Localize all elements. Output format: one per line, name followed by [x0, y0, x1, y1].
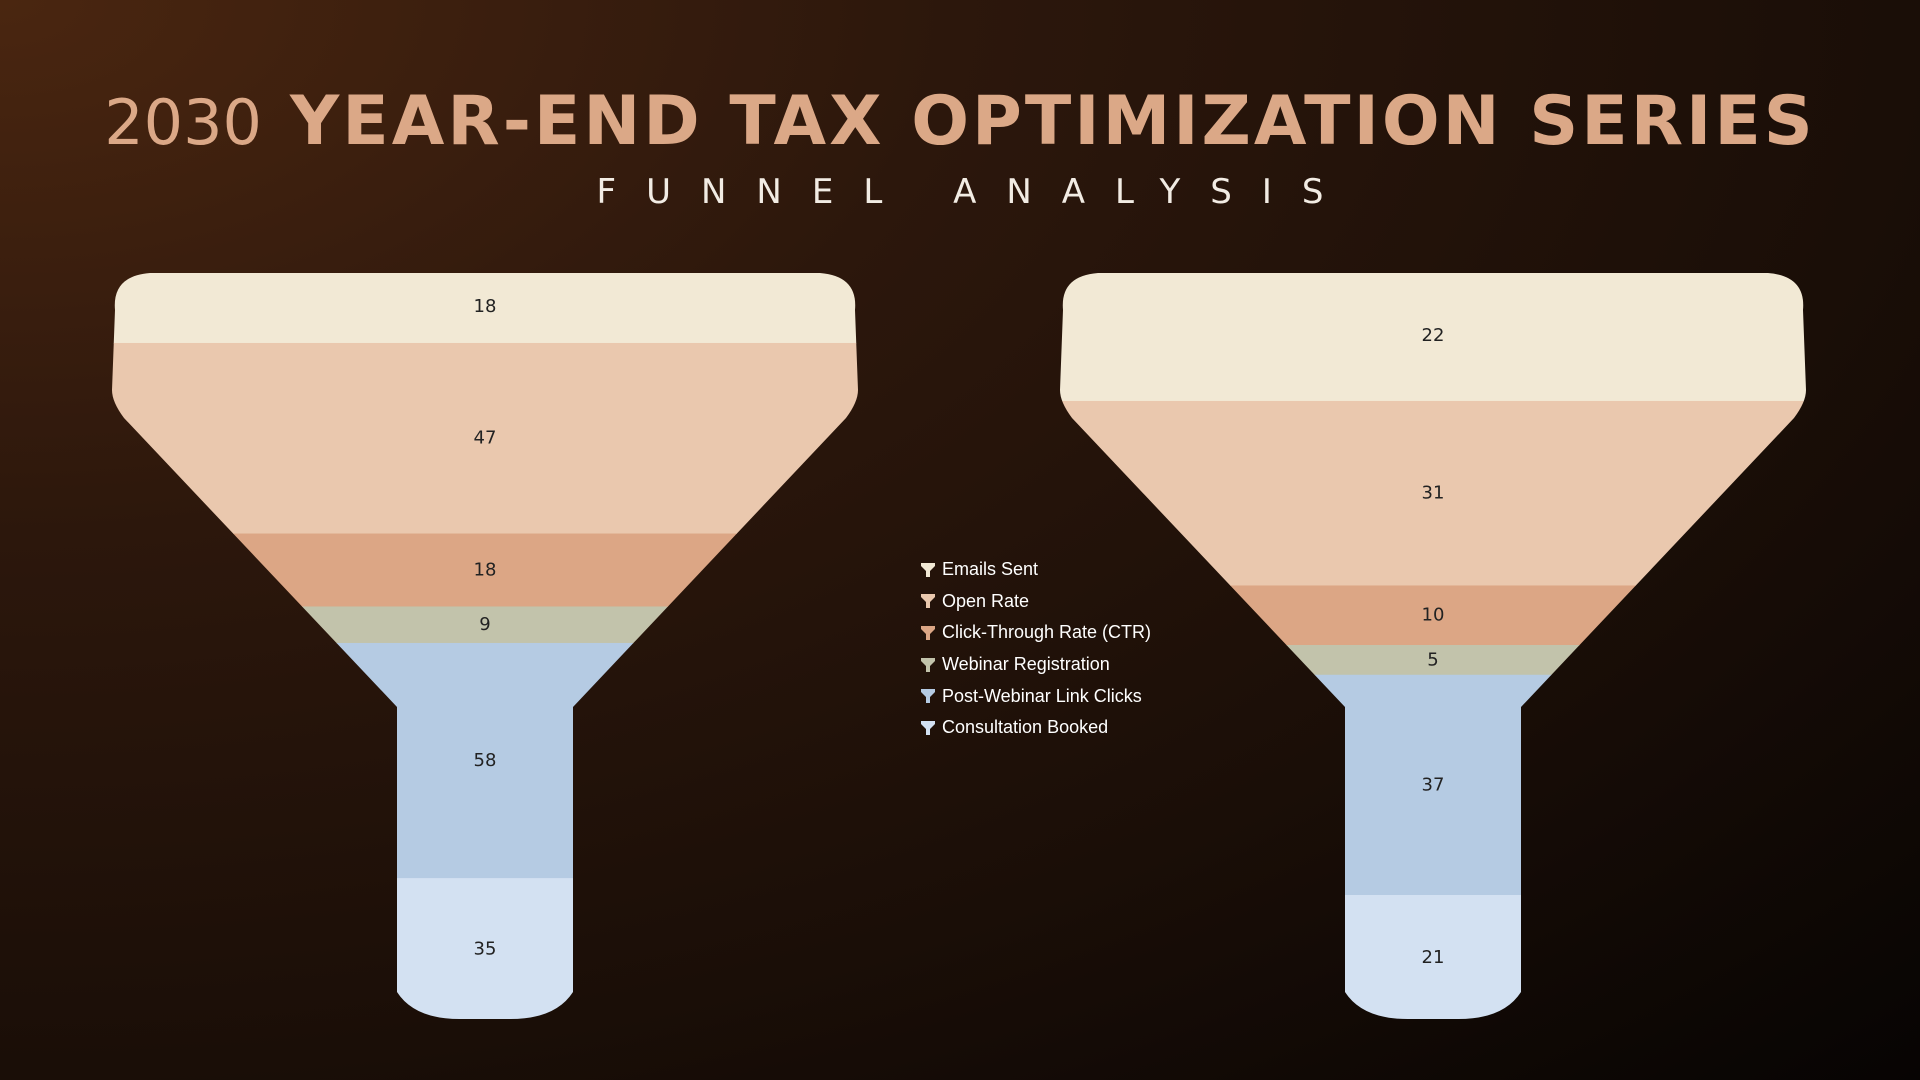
funnel-value-label-6: 21 — [1422, 947, 1445, 968]
funnel-segment-1 — [1060, 273, 1806, 402]
legend-item-2: Open Rate — [920, 586, 1151, 618]
legend-label: Webinar Registration — [942, 654, 1110, 675]
funnel-icon — [921, 594, 935, 609]
legend-label: Post-Webinar Link Clicks — [942, 685, 1142, 706]
legend-item-4: Webinar Registration — [920, 649, 1151, 681]
funnel-value-label-6: 35 — [474, 939, 497, 960]
title-main: YEAR-END TAX OPTIMIZATION SERIES — [290, 82, 1816, 161]
chart-subtitle: FUNNEL ANALYSIS — [596, 172, 1354, 212]
funnel-icon — [921, 689, 935, 704]
funnel-value-label-5: 37 — [1422, 774, 1445, 795]
funnel-value-label-1: 18 — [474, 296, 497, 317]
funnel-value-label-4: 5 — [1427, 649, 1438, 670]
legend-label: Consultation Booked — [942, 717, 1109, 738]
funnel-segment-1 — [112, 273, 858, 344]
funnel-chart-left: 18 47 18 9 58 35 — [112, 273, 858, 1020]
funnel-icon — [921, 720, 935, 735]
funnel-value-label-2: 47 — [474, 428, 497, 449]
funnel-value-label-1: 22 — [1422, 325, 1445, 346]
chart-title: 2030 YEAR-END TAX OPTIMIZATION SERIES — [0, 82, 1920, 161]
legend-item-3: Click-Through Rate (CTR) — [920, 617, 1151, 649]
funnel-chart-right: 22 31 10 5 37 21 — [1060, 273, 1806, 1020]
funnel-icon — [921, 562, 935, 577]
legend-item-5: Post-Webinar Link Clicks — [920, 680, 1151, 712]
funnel-value-label-3: 18 — [474, 560, 497, 581]
funnel-icon — [921, 657, 935, 672]
title-year: 2030 — [104, 86, 263, 159]
funnel-value-label-2: 31 — [1422, 483, 1445, 504]
funnel-icon — [921, 625, 935, 640]
legend-label: Open Rate — [942, 590, 1030, 611]
chart-legend: Emails Sent Open Rate Click-Through Rate (… — [920, 554, 1151, 744]
funnel-value-label-5: 58 — [474, 750, 497, 771]
funnel-segment-2 — [112, 342, 858, 535]
funnel-value-label-3: 10 — [1422, 605, 1445, 626]
funnel-value-label-4: 9 — [479, 614, 490, 635]
legend-item-6: Consultation Booked — [920, 712, 1151, 744]
legend-item-1: Emails Sent — [920, 554, 1151, 586]
legend-label: Emails Sent — [942, 559, 1039, 580]
legend-label: Click-Through Rate (CTR) — [942, 622, 1152, 643]
